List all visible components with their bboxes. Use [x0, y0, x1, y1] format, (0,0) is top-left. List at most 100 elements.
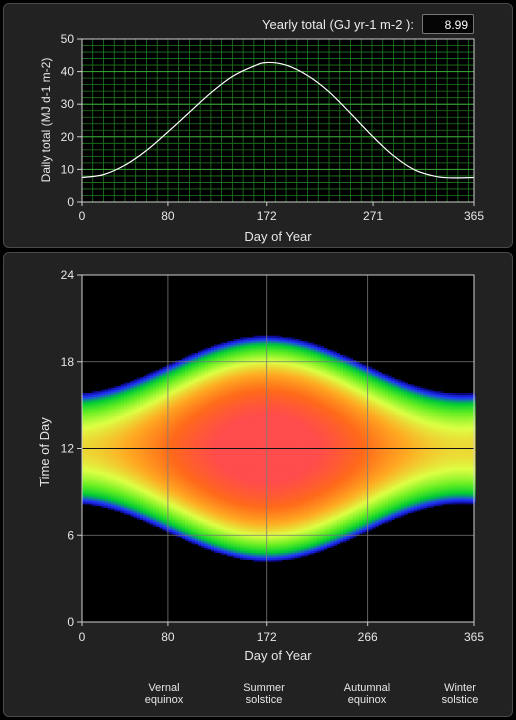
heat-cell [185, 366, 189, 370]
heat-cell [149, 507, 154, 510]
heat-cell [146, 386, 151, 389]
heat-cell [130, 462, 134, 465]
heat-cell [123, 382, 128, 385]
heat-cell [127, 436, 131, 439]
heat-cell [204, 382, 209, 385]
heat-cell [139, 514, 144, 517]
heat-cell [110, 422, 115, 425]
heat-cell [110, 462, 115, 465]
heat-cell [85, 498, 89, 501]
heat-cell [185, 399, 189, 403]
heat-cell [178, 509, 183, 512]
heat-cell [178, 392, 183, 396]
heat-cell [152, 384, 157, 387]
heat-cell [204, 455, 209, 458]
heat-cell [107, 434, 112, 437]
heat-cell [82, 424, 86, 427]
heat-cell [172, 386, 176, 389]
heat-cell [178, 366, 183, 370]
heat-cell [91, 420, 96, 423]
heat-cell [159, 484, 163, 488]
heat-cell [185, 439, 189, 442]
heat-cell [194, 363, 199, 366]
heat-cell [204, 477, 209, 481]
heat-cell [146, 438, 151, 441]
heat-cell [168, 464, 173, 467]
heat-cell [159, 507, 163, 510]
heat-cell [175, 389, 180, 392]
heat-cell [123, 445, 128, 448]
heat-cell [181, 358, 186, 361]
heat-cell [139, 389, 144, 392]
heat-cell [136, 398, 141, 401]
heat-cell [98, 465, 102, 468]
heat-cell [123, 453, 128, 456]
heat-cell [107, 436, 112, 439]
heat-cell [197, 382, 202, 385]
heat-cell [123, 434, 128, 437]
heat-cell [175, 363, 180, 366]
heat-cell [191, 528, 196, 531]
heat-cell [175, 398, 180, 401]
heat-cell [152, 490, 157, 493]
heat-cell [178, 484, 183, 488]
heat-cell [127, 392, 131, 396]
heat-cell [197, 366, 202, 370]
heat-cell [185, 391, 189, 394]
heat-cell [204, 457, 209, 460]
heat-cell [175, 460, 180, 463]
heat-cell [110, 460, 115, 463]
heat-cell [191, 443, 196, 446]
heat-cell [172, 523, 176, 526]
heat-cell [88, 472, 93, 475]
heat-cell [149, 431, 154, 434]
heat-cell [143, 446, 147, 449]
heat-cell [88, 413, 93, 416]
heat-cell [117, 419, 122, 422]
yearly-total-field[interactable]: 8.99 [422, 14, 474, 34]
heat-cell [159, 441, 163, 444]
heat-cell [172, 379, 176, 382]
heat-cell [204, 521, 209, 524]
heat-cell [101, 438, 105, 441]
heat-cell [204, 505, 209, 508]
heat-cell [230, 340, 234, 344]
heat-cell [159, 453, 163, 456]
heat-cell [82, 446, 86, 449]
heat-cell [143, 405, 147, 408]
heat-cell [123, 500, 128, 503]
heat-cell [152, 439, 157, 442]
heat-cell [156, 424, 160, 427]
heat-cell [123, 457, 128, 460]
heat-cell [191, 510, 196, 514]
heat-cell [120, 394, 125, 397]
heat-cell [114, 450, 118, 453]
heat-cell [178, 424, 183, 427]
heat-cell [82, 458, 86, 462]
heat-cell [201, 410, 205, 413]
heat-cell [194, 413, 199, 416]
heat-cell [110, 391, 115, 394]
heat-cell [127, 512, 131, 515]
heat-cell [175, 535, 180, 538]
heat-cell [130, 405, 134, 408]
heat-cell [101, 406, 105, 409]
heat-cell [185, 451, 189, 455]
heat-cell [178, 448, 183, 451]
heat-cell [207, 415, 212, 418]
heat-cell [139, 406, 144, 409]
heat-cell [201, 417, 205, 420]
heat-cell [168, 531, 173, 534]
heat-cell [201, 540, 205, 543]
heat-cell [117, 500, 122, 503]
heat-cell [204, 424, 209, 427]
heat-cell [101, 394, 105, 397]
heat-cell [207, 445, 212, 448]
heat-cell [149, 474, 154, 477]
heat-cell [188, 516, 192, 519]
heat-cell [194, 396, 199, 399]
heat-cell [168, 412, 173, 415]
heat-cell [207, 457, 212, 460]
heat-cell [94, 443, 99, 446]
heat-cell [88, 412, 93, 415]
